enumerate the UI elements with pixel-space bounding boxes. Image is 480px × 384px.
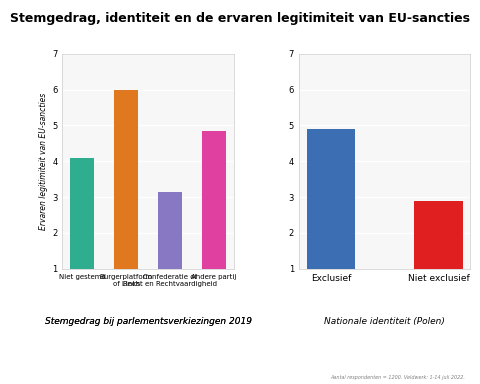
Bar — [307, 129, 355, 269]
Text: Stemgedrag, identiteit en de ervaren legitimiteit van EU-sancties: Stemgedrag, identiteit en de ervaren leg… — [10, 12, 469, 25]
Text: Stemgedrag bij parlementsverkiezingen 2019: Stemgedrag bij parlementsverkiezingen 20… — [45, 317, 252, 326]
Text: Stemgedrag bij parlementsverkiezingen 2019: Stemgedrag bij parlementsverkiezingen 20… — [45, 317, 252, 326]
Text: Nationale identiteit (Polen): Nationale identiteit (Polen) — [324, 317, 445, 326]
Bar — [114, 89, 138, 269]
Bar — [202, 131, 226, 269]
Bar — [414, 201, 463, 269]
Bar — [70, 158, 95, 269]
Text: Aantal respondenten = 1200. Veldwerk: 1-14 juli 2022.: Aantal respondenten = 1200. Veldwerk: 1-… — [331, 375, 466, 380]
Bar — [158, 192, 182, 269]
Y-axis label: Ervaren legitimiteit van EU-sancties: Ervaren legitimiteit van EU-sancties — [39, 93, 48, 230]
